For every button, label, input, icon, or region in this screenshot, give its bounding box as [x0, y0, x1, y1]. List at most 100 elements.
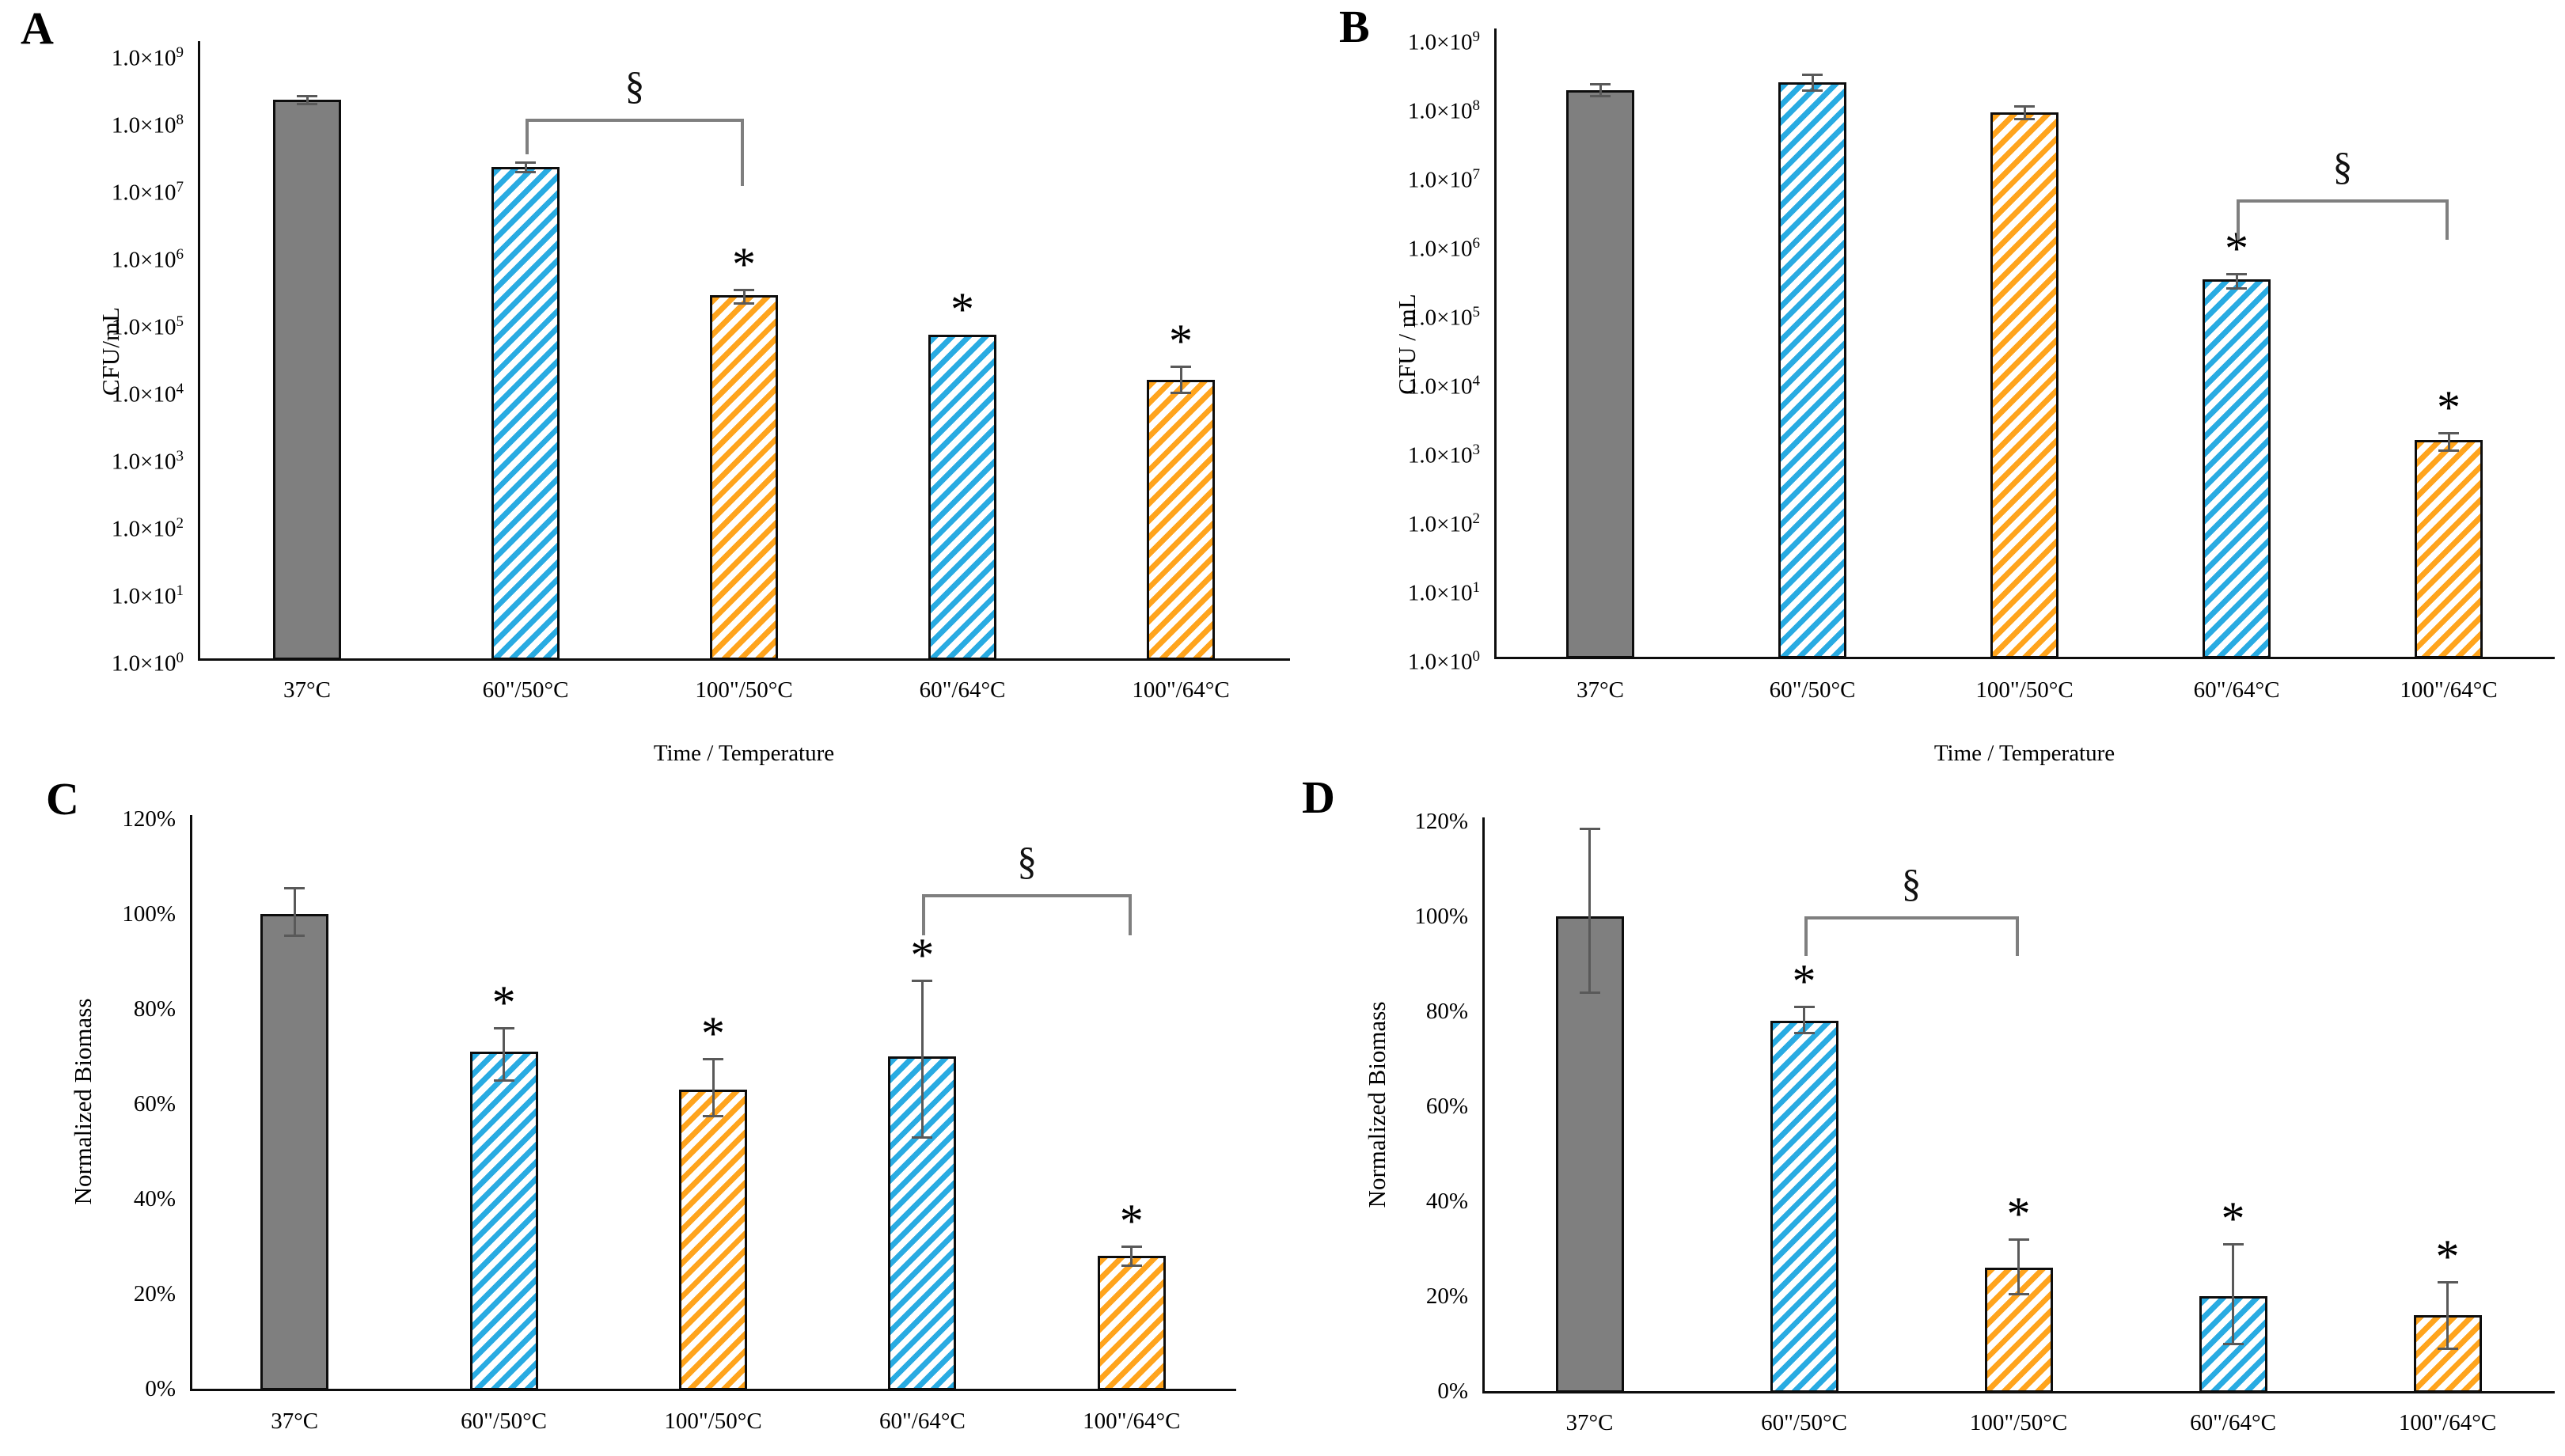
error-bar-line: [1588, 828, 1591, 992]
x-category-label: 60"/64°C: [2190, 1410, 2276, 1435]
error-bar-cap-top: [1579, 828, 1600, 830]
y-tick-label: 1.0×107: [1407, 166, 1480, 193]
error-bar-line: [1803, 1007, 1805, 1033]
x-category-label: 60"/50°C: [461, 1409, 548, 1434]
sig-section-label: §: [1901, 861, 1922, 905]
error-bar-cap-top: [912, 980, 933, 982]
sig-bracket-right-drop: [2445, 199, 2449, 240]
sig-bracket-left-drop: [2237, 199, 2240, 240]
x-category-label: 60"/64°C: [878, 1409, 966, 1434]
y-axis-title-A: CFU/mL: [97, 307, 124, 396]
y-tick-label: 40%: [1425, 1189, 1468, 1214]
y-tick-label: 1.0×109: [1407, 28, 1480, 55]
error-bar-cap-top: [1802, 73, 1823, 76]
x-category-label: 100"/50°C: [1975, 677, 2074, 703]
y-tick-label: 1.0×100: [111, 650, 184, 677]
error-bar-cap-bottom: [1121, 1265, 1142, 1267]
error-bar-line: [503, 1028, 506, 1080]
y-tick-label: 120%: [122, 806, 176, 832]
y-tick-label: 1.0×103: [1407, 442, 1480, 468]
y-tick-label: 1.0×104: [111, 381, 184, 408]
y-tick-label: 0%: [1437, 1378, 1468, 1404]
error-bar-line: [293, 888, 296, 935]
y-axis-title-D: Normalized Biomass: [1363, 1001, 1391, 1208]
error-bar-cap-bottom: [297, 103, 317, 106]
sig-star: *: [491, 976, 516, 1029]
bar-B-5: [2415, 440, 2483, 658]
x-category-label: 37°C: [1565, 1410, 1614, 1435]
error-bar-cap-bottom: [493, 1079, 514, 1082]
bar-A-5: [1147, 379, 1215, 660]
error-bar-line: [2447, 432, 2450, 450]
sig-section-label: §: [1017, 839, 1038, 883]
y-tick-label: 80%: [1425, 999, 1468, 1024]
error-bar-cap-top: [297, 95, 317, 98]
sig-star: *: [701, 1007, 725, 1060]
bar-A-2: [491, 167, 560, 660]
error-bar-cap-top: [1171, 365, 1191, 368]
y-tick-label: 1.0×105: [111, 313, 184, 340]
sig-bracket-line: [1804, 916, 2019, 919]
bar-A-4: [928, 334, 996, 660]
y-axis-C: [190, 815, 192, 1391]
y-tick-label: 100%: [1414, 904, 1468, 929]
y-axis-B: [1494, 28, 1497, 659]
y-tick-label: 1.0×102: [1407, 510, 1480, 537]
sig-section-label: §: [2332, 144, 2353, 188]
x-category-label: 37°C: [271, 1409, 319, 1434]
x-category-label: 37°C: [283, 677, 331, 703]
sig-star: *: [910, 929, 935, 981]
bar-B-1: [1566, 89, 1634, 658]
error-bar-line: [711, 1059, 715, 1116]
x-category-label: 100"/50°C: [664, 1409, 762, 1434]
y-tick-label: 120%: [1414, 809, 1468, 834]
panel-letter-C: C: [46, 773, 79, 825]
sig-star: *: [1792, 955, 1816, 1007]
error-bar-cap-top: [2008, 1238, 2029, 1241]
x-axis-title-A: Time / Temperature: [653, 741, 835, 766]
y-tick-label: 80%: [133, 996, 176, 1022]
sig-star: *: [950, 282, 974, 336]
sig-star: *: [1119, 1195, 1144, 1247]
bar-C-3: [679, 1090, 747, 1390]
error-bar-line: [920, 980, 924, 1137]
error-bar-line: [2446, 1282, 2449, 1348]
error-bar-cap-top: [1590, 82, 1611, 85]
y-tick-label: 40%: [133, 1186, 176, 1211]
sig-star: *: [732, 238, 756, 291]
error-bar-cap-top: [515, 161, 536, 164]
x-axis-title-B: Time / Temperature: [1933, 741, 2115, 766]
error-bar-cap-top: [703, 1058, 723, 1060]
y-tick-label: 60%: [133, 1091, 176, 1117]
error-bar-cap-bottom: [1802, 89, 1823, 92]
y-tick-label: 1.0×103: [111, 448, 184, 475]
bar-D-1: [1555, 916, 1624, 1393]
y-tick-label: 60%: [1425, 1094, 1468, 1119]
y-axis-title-C: Normalized Biomass: [69, 998, 97, 1205]
sig-section-label: §: [624, 63, 645, 108]
sig-star: *: [2006, 1188, 2031, 1240]
y-tick-label: 1.0×106: [111, 246, 184, 273]
error-bar-cap-top: [284, 887, 305, 889]
y-axis-A: [198, 41, 200, 661]
x-category-label: 100"/64°C: [1132, 677, 1230, 703]
y-tick-label: 20%: [1425, 1283, 1468, 1309]
panel-letter-B: B: [1339, 1, 1370, 52]
error-bar-cap-bottom: [1590, 95, 1611, 98]
bar-A-3: [710, 295, 778, 660]
bar-C-1: [260, 914, 329, 1390]
error-bar-cap-top: [2226, 272, 2247, 275]
panel-letter-D: D: [1302, 772, 1335, 823]
x-category-label: 100"/64°C: [1083, 1409, 1181, 1434]
y-tick-label: 100%: [122, 901, 176, 927]
x-category-label: 100"/50°C: [1969, 1410, 2068, 1435]
error-bar-cap-bottom: [2008, 1293, 2029, 1295]
sig-bracket-line: [2237, 199, 2449, 203]
x-category-label: 100"/50°C: [695, 677, 793, 703]
y-tick-label: 0%: [145, 1376, 176, 1401]
error-bar-cap-top: [2438, 431, 2459, 434]
x-category-label: 60"/64°C: [2193, 677, 2280, 703]
x-category-label: 37°C: [1577, 677, 1624, 703]
sig-bracket-right-drop: [2015, 916, 2019, 956]
bar-B-3: [1990, 112, 2058, 658]
